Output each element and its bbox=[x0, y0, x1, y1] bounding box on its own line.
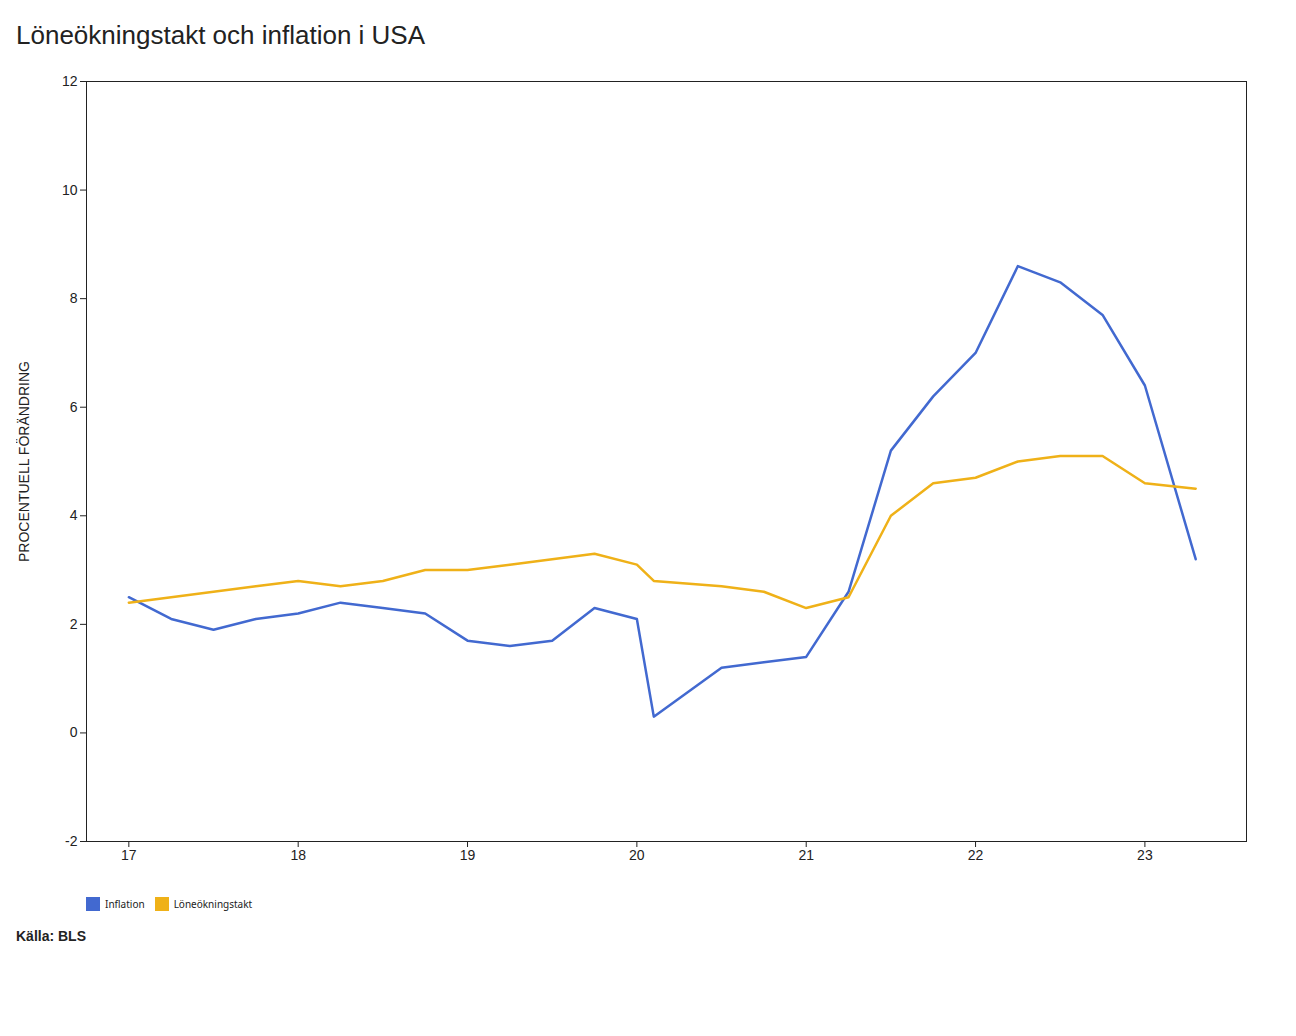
svg-text:10: 10 bbox=[62, 182, 78, 198]
svg-text:6: 6 bbox=[70, 399, 78, 415]
svg-text:20: 20 bbox=[629, 847, 645, 863]
svg-text:8: 8 bbox=[70, 290, 78, 306]
svg-text:PROCENTUELL FÖRÄNDRING: PROCENTUELL FÖRÄNDRING bbox=[16, 361, 32, 562]
svg-text:17: 17 bbox=[121, 847, 137, 863]
html-text:Inflation: Inflation bbox=[105, 896, 145, 911]
svg-text:2: 2 bbox=[70, 616, 78, 632]
svg-text:12: 12 bbox=[62, 73, 78, 89]
svg-text:22: 22 bbox=[968, 847, 984, 863]
svg-text:4: 4 bbox=[70, 507, 78, 523]
html-text:Löneökningstakt: Löneökningstakt bbox=[173, 896, 253, 911]
svg-text:19: 19 bbox=[460, 847, 476, 863]
html-text:Löneökningstakt och inflation: Löneökningstakt och inflation i USA bbox=[16, 20, 425, 50]
svg-text:18: 18 bbox=[290, 847, 306, 863]
svg-text:21: 21 bbox=[798, 847, 814, 863]
svg-text:-2: -2 bbox=[65, 833, 78, 849]
svg-text:0: 0 bbox=[70, 724, 78, 740]
html-text:Källa: BLS: Källa: BLS bbox=[16, 928, 86, 944]
svg-text:23: 23 bbox=[1137, 847, 1153, 863]
